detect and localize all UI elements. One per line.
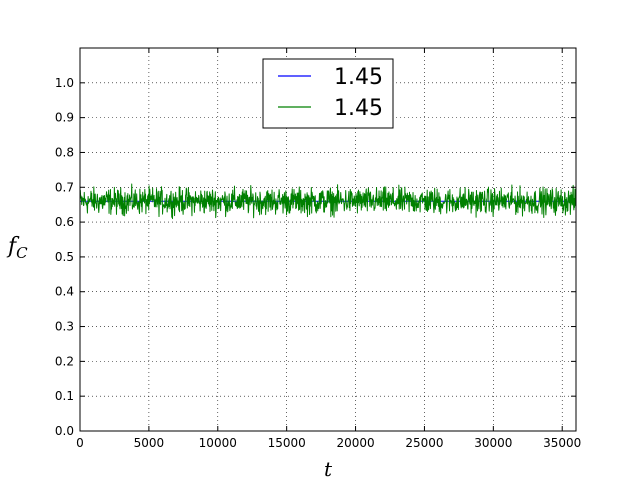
x-tick-label: 25000 [405,436,443,450]
legend-box [262,58,394,129]
y-axis-label-subscript: C [16,244,28,262]
x-tick-label: 5000 [134,436,165,450]
y-tick-label: 0.5 [55,250,74,264]
x-tick-label: 0 [76,436,84,450]
x-tick-label: 10000 [199,436,237,450]
x-tick-label: 15000 [268,436,306,450]
y-tick-label: 0.3 [55,320,74,334]
legend: 1.45 1.45 [262,58,394,129]
series-layer [79,183,577,220]
y-tick-label: 0.2 [55,354,74,368]
y-tick-label: 0.1 [55,389,74,403]
ticks: 0 5000 10000 15000 20000 25000 30000 35000 0.0 0.… [55,48,581,450]
x-tick-label: 35000 [543,436,581,450]
legend-label-series-1: 1.45 [334,65,383,90]
y-tick-label: 0.8 [55,145,74,159]
y-tick-label: 0.7 [55,180,74,194]
y-tick-label: 0.4 [55,285,74,299]
plot-frame [79,47,577,432]
y-tick-label: 0.0 [55,424,74,438]
x-tick-label: 30000 [474,436,512,450]
y-tick-label: 0.9 [55,111,74,125]
y-tick-label: 0.6 [55,215,74,229]
legend-label-series-2: 1.45 [334,96,383,121]
series-line-2 [79,183,577,220]
x-axis-label: t [324,457,333,480]
y-tick-label: 1.0 [55,76,74,90]
x-tick-label: 20000 [336,436,374,450]
